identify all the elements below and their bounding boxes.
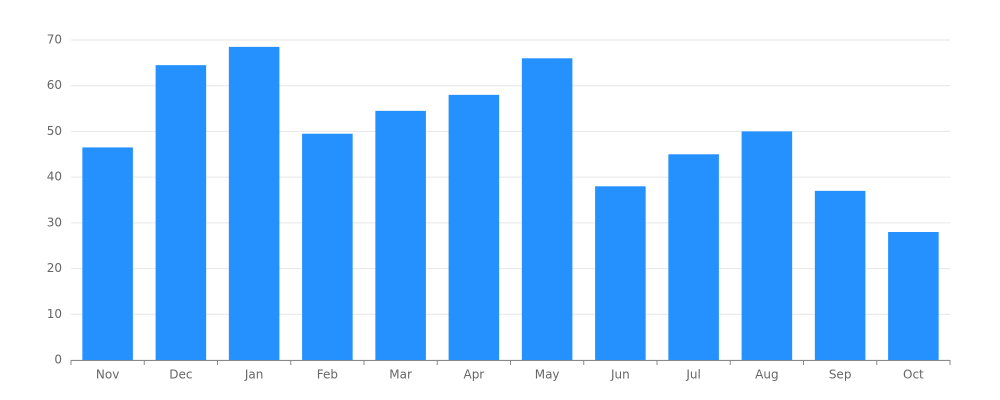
bar	[155, 65, 207, 361]
x-tick-label: Jan	[244, 368, 264, 382]
x-tick-label: Jun	[610, 368, 630, 382]
bar	[302, 133, 353, 360]
x-tick-label: Sep	[829, 368, 852, 382]
bar	[888, 232, 939, 360]
x-tick-label: Apr	[463, 368, 484, 382]
y-tick-label: 30	[47, 215, 62, 229]
x-tick-label: May	[535, 368, 560, 382]
bar	[521, 58, 573, 361]
y-tick-label: 40	[47, 170, 62, 184]
x-tick-label: Aug	[755, 368, 778, 382]
bar	[741, 131, 793, 360]
bar	[668, 154, 719, 360]
x-tick-label: Nov	[96, 368, 119, 382]
x-tick-label: Jul	[685, 368, 700, 382]
y-tick-label: 10	[47, 307, 62, 321]
y-tick-label: 60	[47, 78, 62, 92]
bar	[375, 110, 426, 360]
y-tick-label: 50	[47, 124, 62, 138]
y-tick-label: 70	[47, 33, 62, 47]
x-tick-label: Dec	[169, 368, 192, 382]
y-tick-label: 0	[54, 353, 62, 367]
x-tick-label: Oct	[903, 368, 924, 382]
bar	[595, 186, 646, 360]
x-tick-label: Feb	[317, 368, 338, 382]
bar	[228, 46, 280, 360]
bar	[814, 190, 866, 360]
bar	[82, 147, 133, 360]
y-tick-label: 20	[47, 261, 62, 275]
x-tick-label: Mar	[389, 368, 412, 382]
bar	[448, 94, 500, 360]
